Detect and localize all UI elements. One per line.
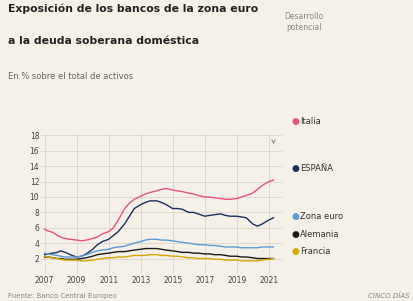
- Text: ●: ●: [291, 230, 299, 239]
- Text: Fuente: Banco Central Europeo: Fuente: Banco Central Europeo: [8, 293, 117, 299]
- Text: Italia: Italia: [299, 117, 320, 126]
- Text: a la deuda soberana doméstica: a la deuda soberana doméstica: [8, 36, 199, 46]
- Text: En % sobre el total de activos: En % sobre el total de activos: [8, 72, 133, 81]
- Text: ●: ●: [291, 247, 299, 256]
- Text: ●: ●: [291, 117, 299, 126]
- Text: CINCO DÍAS: CINCO DÍAS: [367, 293, 409, 299]
- Text: Alemania: Alemania: [299, 230, 339, 239]
- Text: Desarrollo
potencial: Desarrollo potencial: [284, 12, 323, 32]
- Text: ESPAÑA: ESPAÑA: [299, 164, 332, 173]
- Text: Exposición de los bancos de la zona euro: Exposición de los bancos de la zona euro: [8, 3, 258, 14]
- Text: ●: ●: [291, 212, 299, 221]
- Text: ●: ●: [291, 164, 299, 173]
- Text: Francia: Francia: [299, 247, 330, 256]
- Text: Zona euro: Zona euro: [299, 212, 342, 221]
